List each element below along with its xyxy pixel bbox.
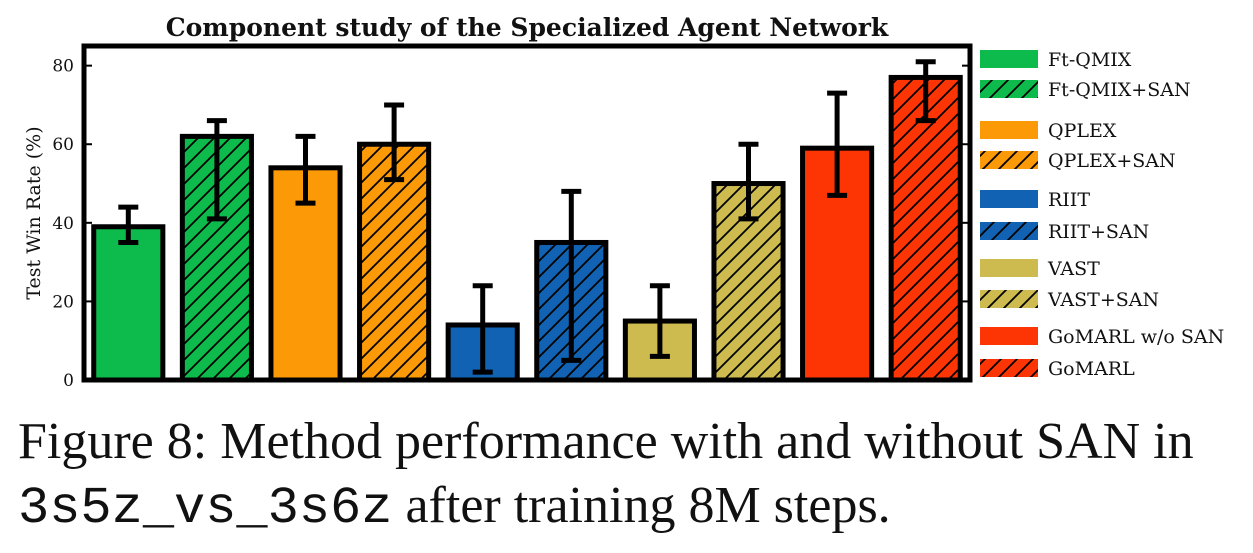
error-bar xyxy=(738,141,759,222)
y-tick-label: 0 xyxy=(63,371,74,391)
legend-label: GoMARL xyxy=(1048,358,1135,380)
y-axis-label: Test Win Rate (%) xyxy=(23,126,45,299)
bar-ft-qmix-san xyxy=(179,133,254,383)
error-bar xyxy=(295,133,316,206)
legend-entry: RIIT xyxy=(980,189,1090,211)
legend-label: VAST xyxy=(1047,258,1100,280)
legend-label: Ft-QMIX xyxy=(1048,49,1132,71)
caption-text-start: Figure 8: Method performance with and wi… xyxy=(18,413,1194,470)
y-tick-label: 40 xyxy=(52,214,74,234)
legend-label: GoMARL w/o SAN xyxy=(1048,326,1224,348)
legend-label: VAST+SAN xyxy=(1047,289,1159,311)
legend-swatch xyxy=(980,151,1038,169)
y-tick-label: 80 xyxy=(52,57,74,77)
bar-ft-qmix xyxy=(91,224,166,383)
legend-swatch xyxy=(980,359,1038,377)
legend-swatch xyxy=(980,259,1038,277)
legend-swatch xyxy=(980,190,1038,208)
figure-caption: Figure 8: Method performance with and wi… xyxy=(18,410,1243,541)
bar-chart: Component study of the Specialized Agent… xyxy=(23,13,1224,391)
legend-swatch xyxy=(980,327,1038,345)
y-ticks: 0 20 40 60 80 xyxy=(52,57,970,391)
caption-scenario-name: 3s5z_vs_3s6z xyxy=(18,479,393,538)
legend-entry: Ft-QMIX xyxy=(980,49,1132,71)
legend-label: RIIT+SAN xyxy=(1048,221,1149,243)
legend-label: QPLEX+SAN xyxy=(1048,150,1176,172)
error-bar xyxy=(827,90,848,198)
legend-entry: QPLEX+SAN xyxy=(980,150,1176,172)
legend: Ft-QMIX Ft-QMIX+SAN QPLEX QPLEX+SAN RIIT RIIT… xyxy=(980,49,1224,380)
legend-swatch xyxy=(980,121,1038,139)
error-bar xyxy=(206,118,227,222)
y-tick-label: 20 xyxy=(52,292,74,312)
chart-title: Component study of the Specialized Agent… xyxy=(166,13,889,42)
legend-entry: VAST xyxy=(980,258,1100,280)
error-bar xyxy=(472,283,493,375)
legend-label: QPLEX xyxy=(1048,120,1117,142)
error-bar xyxy=(561,188,582,363)
legend-entry: VAST+SAN xyxy=(980,289,1159,311)
legend-entry: RIIT+SAN xyxy=(980,221,1149,243)
plot-frame xyxy=(81,43,973,383)
bar-qplex-san xyxy=(357,141,432,383)
error-bar xyxy=(915,59,936,124)
caption-text-end: after training 8M steps. xyxy=(392,477,891,534)
error-bars xyxy=(118,59,936,375)
legend-entry: GoMARL w/o SAN xyxy=(980,326,1224,348)
error-bar xyxy=(118,204,139,245)
legend-swatch xyxy=(980,290,1038,308)
legend-entry: Ft-QMIX+SAN xyxy=(980,79,1191,101)
legend-label: Ft-QMIX+SAN xyxy=(1048,79,1191,101)
legend-entry: QPLEX xyxy=(980,120,1117,142)
error-bar xyxy=(649,283,670,359)
legend-swatch xyxy=(980,50,1038,68)
error-bar xyxy=(384,102,405,183)
legend-label: RIIT xyxy=(1048,189,1090,211)
legend-entry: GoMARL xyxy=(980,358,1135,380)
legend-swatch xyxy=(980,80,1038,98)
legend-swatch xyxy=(980,222,1038,240)
y-tick-label: 60 xyxy=(52,135,74,155)
